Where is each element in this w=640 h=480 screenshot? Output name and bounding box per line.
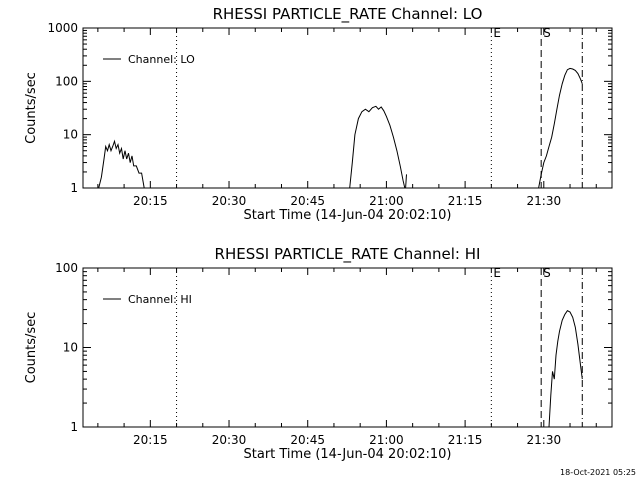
legend-entry: Channel: HI — [128, 293, 192, 306]
y-tick-label: 100 — [55, 74, 78, 88]
x-tick-label: 21:15 — [448, 194, 483, 208]
x-axis-label: Start Time (14-Jun-04 20:02:10) — [244, 447, 452, 462]
series-line — [98, 139, 145, 189]
y-tick-label: 10 — [63, 128, 78, 142]
panel-lo: RHESSI PARTICLE_RATE Channel: LO 20:15 20:… — [24, 5, 613, 223]
y-tick-label: 10 — [63, 341, 78, 355]
series-line — [538, 67, 583, 189]
y-axis-label: Counts/sec — [24, 312, 39, 384]
panel-hi: RHESSI PARTICLE_RATE Channel: HI 20:15 20:… — [24, 245, 613, 462]
x-tick-label: 20:45 — [290, 433, 325, 447]
series-line — [349, 105, 406, 189]
x-tick-label: 20:30 — [212, 433, 247, 447]
chart-title: RHESSI PARTICLE_RATE Channel: LO — [213, 5, 483, 24]
x-axis-label: Start Time (14-Jun-04 20:02:10) — [244, 208, 452, 223]
plot-frame — [82, 267, 613, 428]
event-marker-label: E — [493, 26, 501, 40]
chart-title: RHESSI PARTICLE_RATE Channel: HI — [215, 245, 481, 264]
y-tick-label: 100 — [55, 261, 78, 275]
x-tick-label: 20:15 — [133, 433, 168, 447]
y-tick-label: 1000 — [47, 21, 78, 35]
y-tick-label: 1 — [70, 181, 78, 195]
y-tick-label: 1 — [70, 420, 78, 434]
x-tick-label: 20:45 — [290, 194, 325, 208]
series-line — [548, 310, 583, 428]
event-marker-label: S — [543, 26, 551, 40]
legend-entry: Channel: LO — [128, 53, 195, 66]
x-tick-label: 21:00 — [369, 433, 404, 447]
plot-frame — [82, 27, 613, 189]
x-tick-label: 21:30 — [527, 194, 562, 208]
event-marker-label: S — [543, 266, 551, 280]
x-tick-label: 21:00 — [369, 194, 404, 208]
timestamp: 18-Oct-2021 05:25 — [560, 468, 636, 477]
x-tick-label: 21:15 — [448, 433, 483, 447]
y-axis-label: Counts/sec — [24, 72, 39, 144]
x-tick-label: 20:30 — [212, 194, 247, 208]
x-tick-label: 20:15 — [133, 194, 168, 208]
series-line — [405, 174, 407, 189]
x-tick-label: 21:30 — [527, 433, 562, 447]
event-marker-label: E — [493, 266, 501, 280]
